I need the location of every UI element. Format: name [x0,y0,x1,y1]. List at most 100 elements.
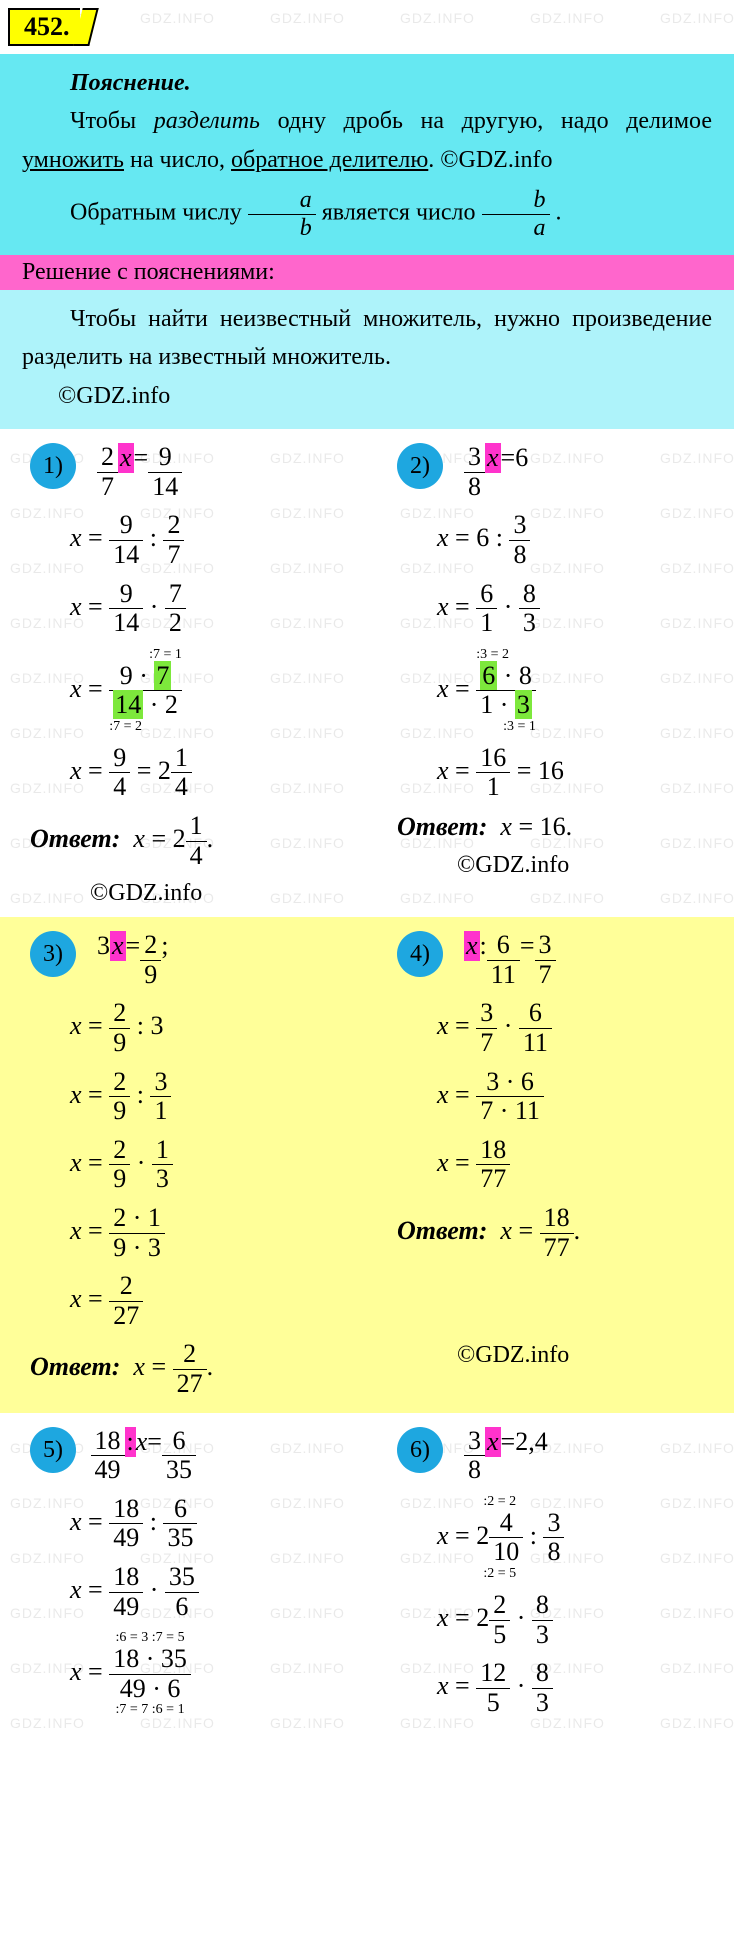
reduce-note: :7 = 7 [116,1702,149,1717]
eq-num: 18 [476,1136,510,1165]
eq-den: 8 [464,1455,485,1485]
eq-den: 9 [140,960,161,990]
op: · [504,1012,513,1041]
expl-text-2: разделить [154,108,260,134]
eq-den: 2 [165,608,186,638]
eq-part: 1 · [480,690,515,719]
eq-num: 3 [476,999,497,1028]
eq-num: 8 [532,1591,553,1620]
period: . [566,812,573,841]
variable-x: x [485,1427,501,1457]
eq-val: 6 [476,523,489,552]
eq-sign: = [517,756,532,785]
eq-den: 9 [109,1096,130,1126]
var-x: x [500,1216,512,1245]
var-x: x [437,1521,449,1550]
expl-text-6: обратное делителю [231,147,428,173]
var-x: x [70,1657,82,1686]
copyright: ©GDZ.info [90,880,347,907]
eq-num: 2 · 1 [109,1204,165,1233]
op: : [150,523,157,552]
op: : [496,523,503,552]
var-x: x [70,1080,82,1109]
eq-den: 14 [148,472,182,502]
eq-den: 11 [487,960,520,990]
eq-sign: = [518,812,533,841]
eq-num: 9 [109,580,143,609]
coef: 3 [97,931,110,961]
eq-num: 1 [152,1136,173,1165]
var-x: x [70,1575,82,1604]
frac-den: a [482,214,550,241]
var-x: x [437,1603,449,1632]
eq-val: 3 [150,1012,163,1041]
eq-sign: = [151,1352,166,1381]
eq-sign: = [137,756,152,785]
eq-num: 18 [109,1563,143,1592]
problem-number-5: 5) [30,1427,76,1473]
eq-hl: 6 [480,661,497,690]
eq-den: 27 [173,1369,207,1399]
op: : [137,1080,144,1109]
reduce-note: :2 = 2 [476,1495,523,1509]
expl-line2a: Обратным числу [70,200,248,226]
answer-label: Ответ: [397,812,487,841]
variable-x: x [485,443,501,473]
reduce-note: :7 = 2 [109,720,182,734]
var-x: x [437,1671,449,1700]
eq-rhs: 2,4 [515,1427,548,1457]
var-x: x [70,1284,82,1313]
expl-text-3: одну дробь на другую, надо делимое [260,108,712,134]
eq-den: 9 [109,1164,130,1194]
problems-row-2: 3) 3x = 29; x = 29 : 3 x = 29 : 31 x = 2… [0,917,734,1412]
problem-number-2: 2) [397,443,443,489]
expl-line2b: является число [322,200,482,226]
op: : [530,1521,537,1550]
var-x: x [437,674,449,703]
var-x: x [70,523,82,552]
op: · [517,1603,526,1632]
eq-num: 4 [489,1509,523,1538]
op: : [480,931,487,961]
period: . [207,1352,214,1381]
reduce-note: :6 = 3 [116,1630,149,1645]
problem-2: 2) 38 x = 6 x = 6 : 38 x = 61 · 83 x = [367,429,734,917]
eq-num: 2 [97,443,118,472]
eq-den: 4 [109,772,130,802]
explanation-box: Пояснение. Чтобы разделить одну дробь на… [0,54,734,255]
eq-num: 8 [532,1659,553,1688]
eq-num: 6 [163,1495,197,1524]
eq-den: 14 [109,608,143,638]
var-x: x [70,1507,82,1536]
copyright: ©GDZ.info [457,1342,714,1369]
var-x: x [70,674,82,703]
period: . [574,1216,581,1245]
problems-row-1: 1) 27 x = 914 x = 914 : 27 x = 914 · 72 … [0,429,734,917]
var-x: x [437,756,449,785]
eq-den: 9 [109,1028,130,1058]
explanation-title: Пояснение. [22,64,191,102]
eq-num: 18 [109,1495,143,1524]
eq-hl: 7 [154,661,171,690]
period: . [207,824,214,853]
eq-num: 2 [163,511,184,540]
eq-sign: = [501,1427,516,1457]
eq-den: 1 [150,1096,171,1126]
var-x: x [437,523,449,552]
op: · [517,1671,526,1700]
expl-text-1: Чтобы [70,108,154,134]
solution-header: Решение с пояснениями: [22,259,275,285]
reduce-note: :7 = 5 [152,1630,185,1645]
var-x: x [500,812,512,841]
eq-den: 27 [109,1301,143,1331]
var-x: x [70,1216,82,1245]
var-x: x [437,1148,449,1177]
semicolon: ; [161,931,168,961]
var-x: x [133,1352,145,1381]
var-x: x [70,592,82,621]
eq-den: 5 [489,1620,510,1650]
eq-num: 3 · 6 [476,1068,544,1097]
var-x: x [70,1148,82,1177]
solution-header-box: Решение с пояснениями: [0,255,734,290]
eq-den: 3 [532,1688,553,1718]
